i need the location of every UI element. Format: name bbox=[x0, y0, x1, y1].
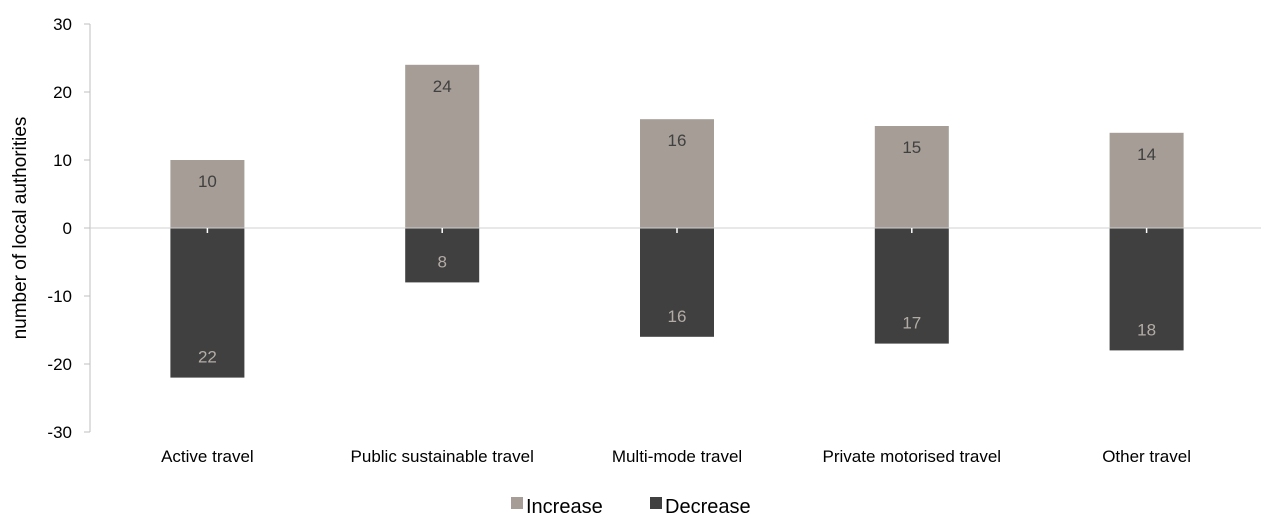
y-tick-label: -10 bbox=[47, 287, 72, 306]
bar-decrease bbox=[874, 228, 949, 344]
bar-decrease bbox=[1109, 228, 1184, 351]
bar-value-label: 24 bbox=[433, 77, 452, 96]
y-axis-title: number of local authorities bbox=[10, 117, 31, 340]
y-tick-label: -30 bbox=[47, 423, 72, 442]
bar-value-label: 16 bbox=[668, 307, 687, 326]
bar-increase bbox=[170, 160, 245, 228]
legend-label-decrease: Decrease bbox=[665, 496, 751, 516]
bar-value-label: 15 bbox=[902, 138, 921, 157]
y-tick-label: -20 bbox=[47, 355, 72, 374]
bar-value-label: 14 bbox=[1137, 145, 1156, 164]
bar-value-label: 17 bbox=[902, 314, 921, 333]
y-axis-ticks: 30 20 10 0 -10 -20 -30 bbox=[47, 15, 90, 442]
x-category-label: Other travel bbox=[1102, 447, 1191, 466]
bars bbox=[170, 64, 1184, 378]
y-tick-label: 0 bbox=[63, 219, 72, 238]
bar-decrease bbox=[640, 228, 714, 337]
x-axis-ticks bbox=[206, 228, 1148, 233]
bar-increase bbox=[405, 64, 480, 228]
bar-increase bbox=[640, 119, 714, 228]
bar-value-label: 18 bbox=[1137, 320, 1156, 339]
bar-data-labels: 10 24 16 15 14 22 8 16 17 18 bbox=[198, 77, 1156, 367]
x-category-label: Active travel bbox=[161, 447, 254, 466]
x-category-label: Public sustainable travel bbox=[351, 447, 534, 466]
bar-value-label: 22 bbox=[198, 348, 217, 367]
bar-value-label: 10 bbox=[198, 172, 217, 191]
x-category-label: Multi-mode travel bbox=[612, 447, 742, 466]
x-axis-labels: Active travel Public sustainable travel Mu… bbox=[161, 447, 1191, 466]
y-tick-label: 10 bbox=[53, 151, 72, 170]
bar-increase bbox=[1109, 132, 1184, 228]
legend: Increase Decrease bbox=[511, 496, 751, 516]
y-tick-label: 20 bbox=[53, 83, 72, 102]
bar-decrease bbox=[170, 228, 245, 378]
bar-value-label: 8 bbox=[437, 252, 446, 271]
legend-swatch-decrease bbox=[650, 497, 662, 509]
bar-value-label: 16 bbox=[668, 131, 687, 150]
bar-decrease bbox=[405, 228, 480, 283]
x-category-label: Private motorised travel bbox=[823, 447, 1002, 466]
bar-increase bbox=[874, 126, 949, 228]
y-tick-label: 30 bbox=[53, 15, 72, 34]
legend-label-increase: Increase bbox=[526, 496, 603, 516]
legend-swatch-increase bbox=[511, 497, 523, 509]
